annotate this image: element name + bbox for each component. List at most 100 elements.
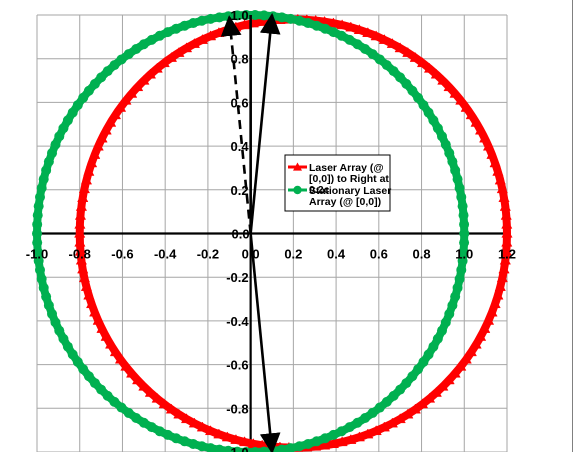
y-tick-label: 0.0 [232,227,250,242]
data-point [458,210,469,221]
data-point [492,165,504,176]
x-tick-label: -0.6 [111,247,133,262]
data-point [171,23,182,34]
y-tick-label: -0.6 [226,358,248,373]
data-point [131,44,142,55]
data-point [499,254,511,265]
data-point [83,85,94,96]
data-point [259,10,270,21]
data-point [131,374,144,385]
data-point [50,139,61,150]
data-point [381,396,392,407]
data-point [401,78,412,89]
data-point [38,174,49,185]
data-point [50,317,61,328]
data-point [416,57,429,68]
data-point [80,174,93,185]
y-tick-label: 0.6 [231,95,249,110]
x-tick-label: 0.6 [370,247,388,262]
data-point [443,374,455,385]
data-point [171,433,182,444]
data-point [144,386,157,397]
data-point [474,330,487,341]
data-point [352,39,363,50]
x-tick-label: 1.2 [498,247,516,262]
data-point [32,210,43,221]
data-point [436,131,447,142]
data-point [34,192,45,203]
data-point [409,51,421,62]
data-point [238,19,251,30]
data-point [498,263,510,274]
data-point [116,402,127,413]
data-point [85,157,98,168]
data-point [470,116,482,127]
data-point [102,66,113,77]
data-point [162,429,173,440]
y-tick-label: 1.0 [231,8,249,23]
data-point [409,403,421,414]
data-point [89,148,101,159]
data-point [120,360,132,371]
data-point [41,291,52,302]
data-point [402,408,414,419]
data-point [72,100,83,111]
data-point [428,341,439,352]
data-point [77,192,89,202]
data-point [104,116,117,127]
data-point [423,107,434,118]
data-point [151,392,163,403]
data-point [374,402,385,413]
data-point [327,17,340,28]
data-point [131,412,142,423]
data-point [407,85,418,96]
data-point [180,413,193,424]
data-point [418,356,429,367]
data-point [328,27,339,38]
data-point [62,115,73,126]
data-point [294,441,305,452]
data-point [154,426,165,437]
data-point [196,34,209,44]
data-point [367,49,378,60]
data-point [452,282,463,293]
y-tick-label: 0.2 [231,183,249,198]
data-point [455,94,467,105]
data-point [360,44,371,55]
data-point [36,183,47,194]
data-point [352,417,363,428]
data-point [311,20,322,31]
data-point [455,360,467,371]
vector-arrow [249,12,281,234]
data-point [501,218,513,229]
data-point [213,428,225,439]
data-point [444,308,455,319]
data-point [241,446,252,452]
data-point [180,42,193,53]
data-point [437,74,449,85]
data-point [458,246,469,257]
data-point [416,398,429,409]
legend: Laser Array (@ [0,0]) to Right at 0.2cStat… [284,154,391,212]
data-point [500,245,512,256]
data-point [162,27,173,38]
data-point [454,273,465,284]
data-point [173,47,185,57]
data-point [456,264,467,275]
data-point [492,289,504,300]
data-point [345,434,357,444]
data-point [179,436,190,447]
data-point [85,298,98,309]
data-point [423,62,436,73]
data-point [47,148,58,159]
data-point [318,439,331,450]
data-point [395,384,406,395]
y-tick-label: 0.8 [231,52,249,67]
data-point [83,371,94,382]
data-point [165,403,178,414]
data-point [214,12,225,23]
data-point [432,123,443,134]
data-point [494,174,506,185]
data-point [449,87,461,98]
data-point [188,438,199,449]
